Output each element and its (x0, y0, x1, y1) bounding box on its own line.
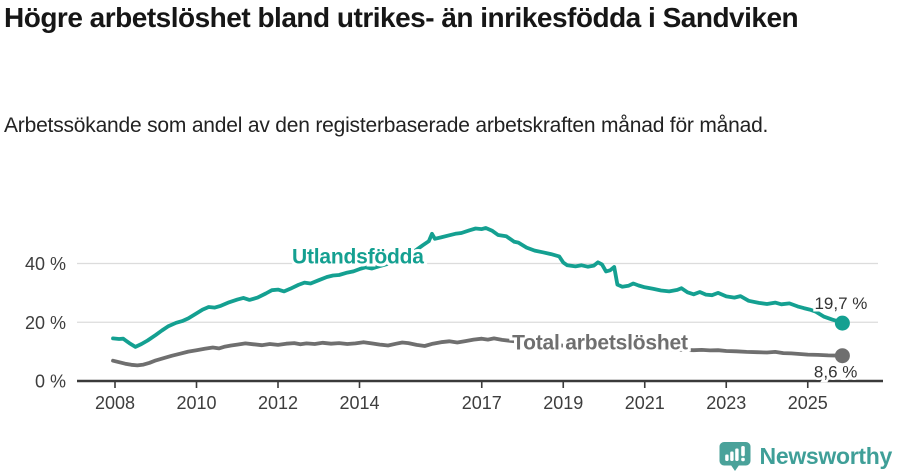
logo-pin-shape (719, 442, 751, 471)
y-axis-label: 20 % (25, 313, 66, 333)
footer: Newsworthy (718, 440, 892, 472)
x-axis-label: 2012 (258, 393, 298, 413)
logo-exclamation-dot (740, 457, 745, 462)
end-value-label-total: 8,6 % (814, 363, 857, 382)
x-axis-label: 2023 (706, 393, 746, 413)
series-label-utlandsfodda: Utlandsfödda (292, 246, 424, 269)
y-axis-label: 0 % (35, 372, 66, 392)
chart-subtitle: Arbetssökande som andel av den registerb… (4, 114, 769, 137)
logo-bar-2 (729, 451, 734, 461)
logo-exclamation-bar (740, 446, 745, 457)
y-axis-label: 40 % (25, 254, 66, 274)
newsworthy-logo-icon (719, 442, 751, 471)
end-dot-total (834, 348, 850, 364)
end-dot-utlandsfodda (834, 315, 850, 331)
series-line-utlandsfodda (111, 226, 845, 349)
series-label-total: Total arbetslöshet (512, 332, 688, 355)
x-axis-label: 2017 (462, 393, 502, 413)
brand-name: Newsworthy (759, 442, 893, 469)
logo-bar-3 (734, 448, 739, 461)
x-axis-label: 2014 (339, 393, 379, 413)
logo-bar-1 (724, 454, 729, 461)
chart-title: Högre arbetslöshet bland utrikes- än inr… (4, 2, 799, 33)
x-axis-label: 2025 (788, 393, 828, 413)
x-axis-label: 2021 (625, 393, 665, 413)
line-chart: 0 % 20 % 40 % 2008 2010 2012 2014 2017 2019 2021 2… (25, 226, 883, 413)
end-value-label-utlandsfodda: 19,7 % (814, 294, 867, 313)
series-line-total (111, 336, 845, 368)
x-axis-label: 2010 (176, 393, 216, 413)
x-axis-label: 2019 (543, 393, 583, 413)
x-axis-label: 2008 (95, 393, 135, 413)
